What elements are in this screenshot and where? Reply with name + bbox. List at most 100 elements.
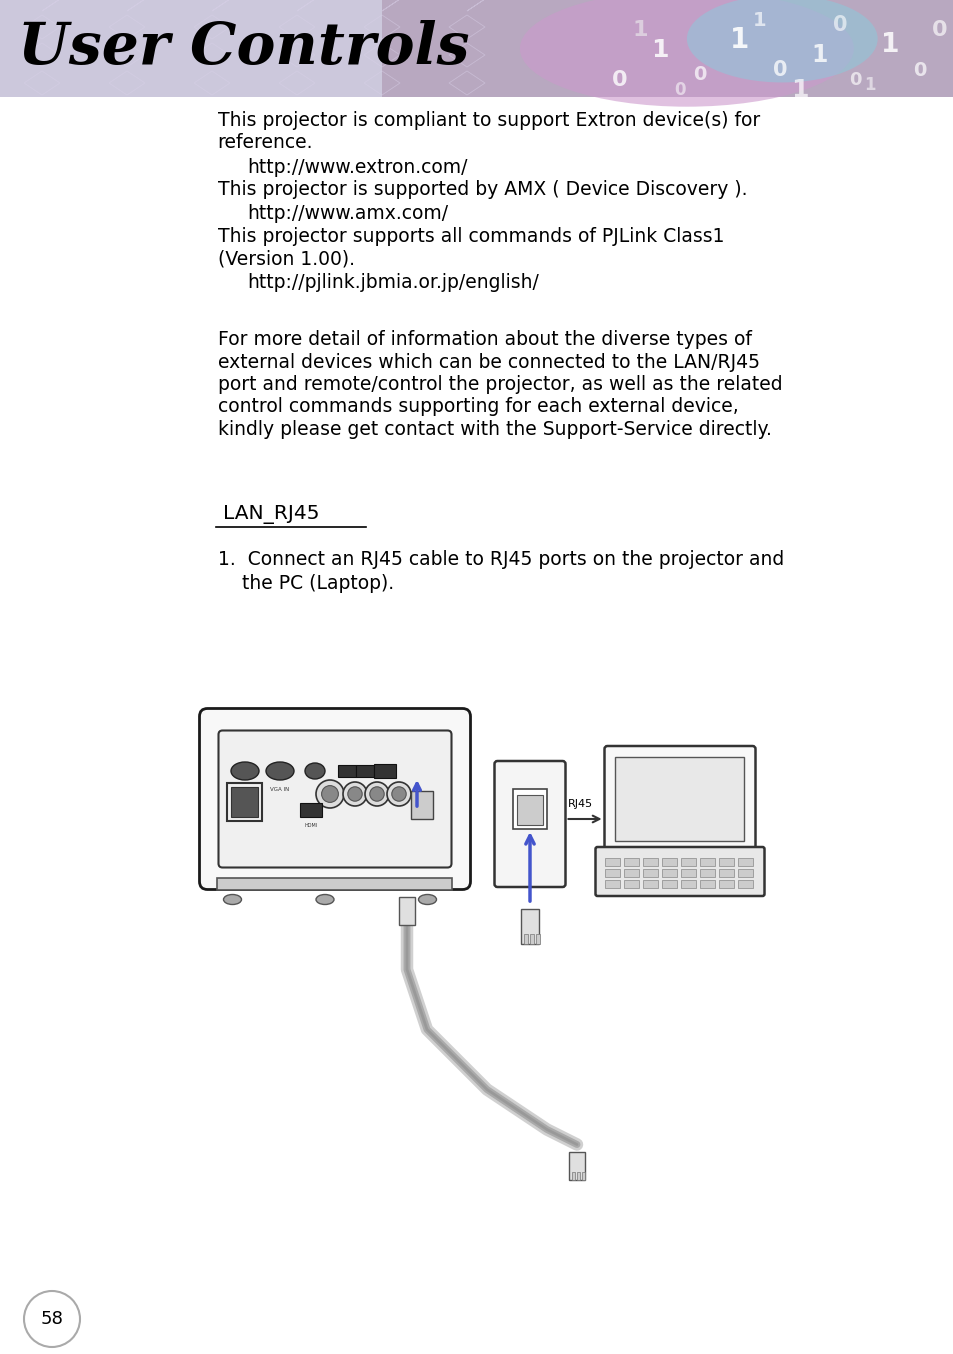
Ellipse shape <box>315 780 344 808</box>
Bar <box>738 869 753 877</box>
Bar <box>700 858 715 867</box>
Ellipse shape <box>519 0 853 107</box>
Bar <box>355 765 374 777</box>
Text: external devices which can be connected to the LAN/RJ45: external devices which can be connected … <box>217 352 759 372</box>
Bar <box>605 858 619 867</box>
Bar <box>661 880 677 888</box>
Bar <box>577 1171 579 1179</box>
Text: control commands supporting for each external device,: control commands supporting for each ext… <box>217 398 738 417</box>
Ellipse shape <box>370 787 384 802</box>
Bar <box>0 0 524 97</box>
Bar <box>719 869 734 877</box>
Text: 1: 1 <box>730 26 749 54</box>
Bar <box>232 787 258 816</box>
Ellipse shape <box>266 762 294 780</box>
Ellipse shape <box>223 895 241 904</box>
Bar <box>680 869 696 877</box>
Bar <box>411 791 433 819</box>
Bar <box>398 896 415 925</box>
Ellipse shape <box>321 785 338 803</box>
Text: 0: 0 <box>674 81 685 99</box>
Ellipse shape <box>387 783 411 806</box>
Bar <box>523 934 527 944</box>
Bar <box>624 869 639 877</box>
Bar <box>572 1171 575 1179</box>
Text: User Controls: User Controls <box>18 20 469 77</box>
Bar <box>513 789 546 829</box>
Text: 0: 0 <box>832 15 846 35</box>
Text: HDMI: HDMI <box>304 823 317 829</box>
Text: reference.: reference. <box>217 133 313 153</box>
Text: http://pjlink.jbmia.or.jp/english/: http://pjlink.jbmia.or.jp/english/ <box>247 274 538 292</box>
Bar <box>643 869 658 877</box>
Ellipse shape <box>392 787 406 802</box>
Bar <box>605 880 619 888</box>
Ellipse shape <box>686 0 877 83</box>
Text: kindly please get contact with the Support-Service directly.: kindly please get contact with the Suppo… <box>217 420 771 439</box>
Ellipse shape <box>343 783 367 806</box>
Bar <box>738 858 753 867</box>
Text: RJ45: RJ45 <box>567 799 592 808</box>
Bar <box>605 869 619 877</box>
Text: For more detail of information about the diverse types of: For more detail of information about the… <box>217 330 751 349</box>
Bar <box>517 795 542 825</box>
Text: 1.  Connect an RJ45 cable to RJ45 ports on the projector and: 1. Connect an RJ45 cable to RJ45 ports o… <box>217 550 783 569</box>
Ellipse shape <box>418 895 436 904</box>
Bar <box>568 1151 584 1179</box>
Bar <box>643 858 658 867</box>
Bar <box>719 880 734 888</box>
Bar <box>680 880 696 888</box>
Bar <box>700 880 715 888</box>
Circle shape <box>24 1290 80 1347</box>
Bar <box>661 869 677 877</box>
Text: (Version 1.00).: (Version 1.00). <box>217 249 355 268</box>
Ellipse shape <box>365 783 389 806</box>
Text: This projector supports all commands of PJLink Class1: This projector supports all commands of … <box>217 226 723 245</box>
Text: 1: 1 <box>651 38 668 62</box>
Text: 0: 0 <box>693 65 706 84</box>
Text: 1: 1 <box>863 76 875 93</box>
Text: 0: 0 <box>612 70 627 89</box>
Text: This projector is supported by AMX ( Device Discovery ).: This projector is supported by AMX ( Dev… <box>217 180 746 199</box>
Bar <box>337 765 355 777</box>
Bar <box>738 880 753 888</box>
Bar <box>624 880 639 888</box>
Bar <box>530 934 534 944</box>
Bar <box>520 909 538 944</box>
Text: 1: 1 <box>790 79 808 102</box>
Bar <box>227 783 262 821</box>
Bar <box>381 0 953 97</box>
Text: LAN_RJ45: LAN_RJ45 <box>222 505 318 524</box>
Bar <box>581 1171 584 1179</box>
Bar <box>661 858 677 867</box>
Bar <box>643 880 658 888</box>
Bar <box>624 858 639 867</box>
Bar <box>680 858 696 867</box>
Text: 0: 0 <box>931 20 947 41</box>
Text: http://www.amx.com/: http://www.amx.com/ <box>247 204 448 223</box>
Bar <box>700 869 715 877</box>
Text: the PC (Laptop).: the PC (Laptop). <box>217 574 394 593</box>
Bar <box>374 764 395 779</box>
Bar <box>536 934 539 944</box>
Text: http://www.extron.com/: http://www.extron.com/ <box>247 157 468 177</box>
Text: 1: 1 <box>632 20 647 41</box>
Text: 58: 58 <box>41 1311 63 1328</box>
Text: VGA IN: VGA IN <box>270 787 290 792</box>
FancyBboxPatch shape <box>595 848 763 896</box>
FancyBboxPatch shape <box>494 761 565 887</box>
Bar <box>299 803 322 816</box>
FancyBboxPatch shape <box>199 708 470 890</box>
Ellipse shape <box>231 762 258 780</box>
Text: port and remote/control the projector, as well as the related: port and remote/control the projector, a… <box>217 375 781 394</box>
Ellipse shape <box>348 787 362 802</box>
FancyBboxPatch shape <box>218 731 451 868</box>
Text: VGA IN: VGA IN <box>235 787 254 792</box>
Text: 1: 1 <box>880 32 899 58</box>
Text: 0: 0 <box>848 70 861 89</box>
Ellipse shape <box>315 895 334 904</box>
Ellipse shape <box>305 764 325 779</box>
Text: This projector is compliant to support Extron device(s) for: This projector is compliant to support E… <box>217 111 759 130</box>
Bar <box>217 877 452 890</box>
Text: 1: 1 <box>811 43 827 66</box>
